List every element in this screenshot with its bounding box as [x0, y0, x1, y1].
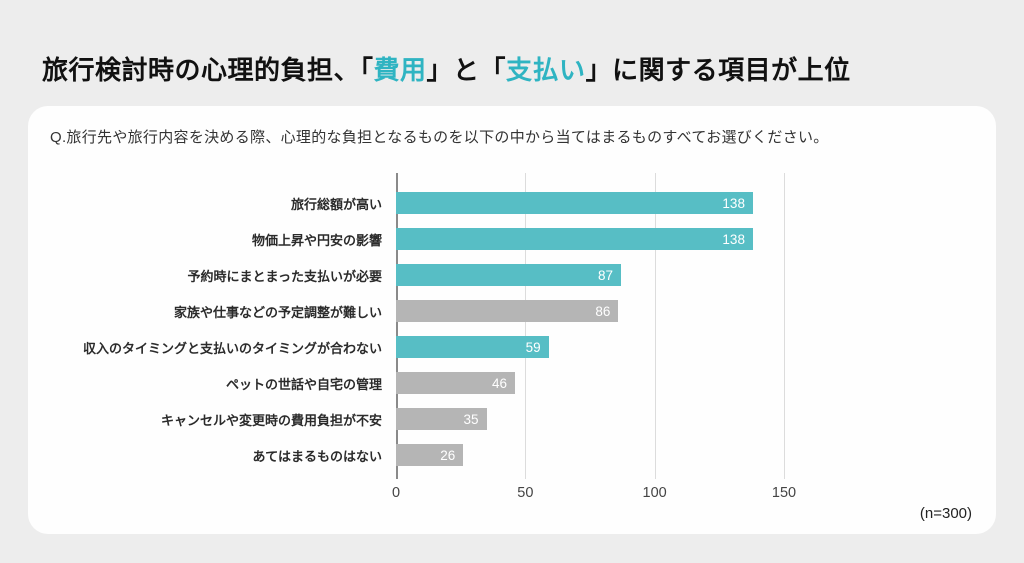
x-tick-label: 0: [391, 485, 401, 501]
category-label: キャンセルや変更時の費用負担が不安: [160, 412, 382, 428]
value-label: 26: [440, 447, 456, 463]
title-accent-segment: 費用: [373, 55, 427, 85]
chart-row: 物価上昇や円安の影響 138: [50, 221, 974, 257]
bar-track: 26: [396, 444, 784, 466]
bar: 46: [396, 372, 515, 394]
chart-row: ペットの世話や自宅の管理 46: [50, 365, 974, 401]
category-label: ペットの世話や自宅の管理: [225, 376, 382, 392]
chart-gridlines: [396, 173, 785, 479]
y-axis-line: [396, 173, 398, 479]
value-label: 86: [595, 303, 611, 319]
survey-question: Q.旅行先や旅行内容を決める際、心理的な負担となるものを以下の中から当てはまるも…: [50, 129, 829, 146]
bar: 35: [396, 408, 487, 430]
bar-track: 46: [396, 372, 784, 394]
bar-track: 87: [396, 264, 784, 286]
bar: 26: [396, 444, 464, 466]
x-axis: 0 50 100 150: [392, 485, 796, 507]
value-label: 87: [598, 267, 614, 283]
value-label: 59: [525, 339, 541, 355]
category-label: 旅行総額が高い: [290, 196, 382, 212]
page-title: 旅行検討時の心理的負担、「費用」と「支払い」に関する項目が上位: [42, 50, 851, 87]
x-tick-label: 100: [642, 485, 667, 501]
chart-row: キャンセルや変更時の費用負担が不安 35: [50, 401, 974, 437]
bar-track: 138: [396, 228, 784, 250]
bar: 59: [396, 336, 549, 358]
category-label: 予約時にまとまった支払いが必要: [187, 268, 382, 284]
value-label: 35: [463, 411, 479, 427]
gridline: [784, 173, 785, 479]
chart-rows: 旅行総額が高い 138 物価上昇や円安の影響 138 予約時にまとまった支払いが必要 87…: [50, 173, 974, 473]
category-label: 物価上昇や円安の影響: [251, 232, 382, 248]
value-label: 46: [491, 375, 507, 391]
chart-row: 予約時にまとまった支払いが必要 87: [50, 257, 974, 293]
bar: 86: [396, 300, 619, 322]
chart-row: 家族や仕事などの予定調整が難しい 86: [50, 293, 974, 329]
x-tick-label: 50: [517, 485, 534, 501]
bar: 138: [396, 192, 753, 214]
bar: 138: [396, 228, 753, 250]
category-label: 家族や仕事などの予定調整が難しい: [173, 304, 382, 320]
bar-track: 138: [396, 192, 784, 214]
title-accent-segment: 支払い: [506, 55, 586, 85]
gridline: [654, 173, 656, 479]
bar-track: 35: [396, 408, 784, 430]
survey-card: Q.旅行先や旅行内容を決める際、心理的な負担となるものを以下の中から当てはまるも…: [28, 106, 996, 534]
chart-row: 収入のタイミングと支払いのタイミングが合わない 59: [50, 329, 974, 365]
title-segment: 旅行検討時の心理的負担、「: [42, 55, 374, 85]
bar-track: 59: [396, 336, 784, 358]
category-label: 収入のタイミングと支払いのタイミングが合わない: [82, 340, 382, 356]
category-label: あてはまるものはない: [252, 448, 382, 464]
bar-track: 86: [396, 300, 784, 322]
sample-size: (n=300): [919, 505, 972, 522]
value-label: 138: [722, 231, 745, 247]
title-segment: 」に関する項目が上位: [585, 55, 851, 85]
chart-row: あてはまるものはない 26: [50, 437, 974, 473]
bar: 87: [396, 264, 622, 286]
gridline: [525, 173, 527, 479]
x-tick-label: 150: [771, 485, 797, 501]
chart-row: 旅行総額が高い 138: [50, 185, 974, 221]
value-label: 138: [722, 195, 745, 211]
bar-chart: 旅行総額が高い 138 物価上昇や円安の影響 138 予約時にまとまった支払いが必要 87…: [50, 173, 974, 505]
title-segment: 」と「: [426, 55, 507, 85]
